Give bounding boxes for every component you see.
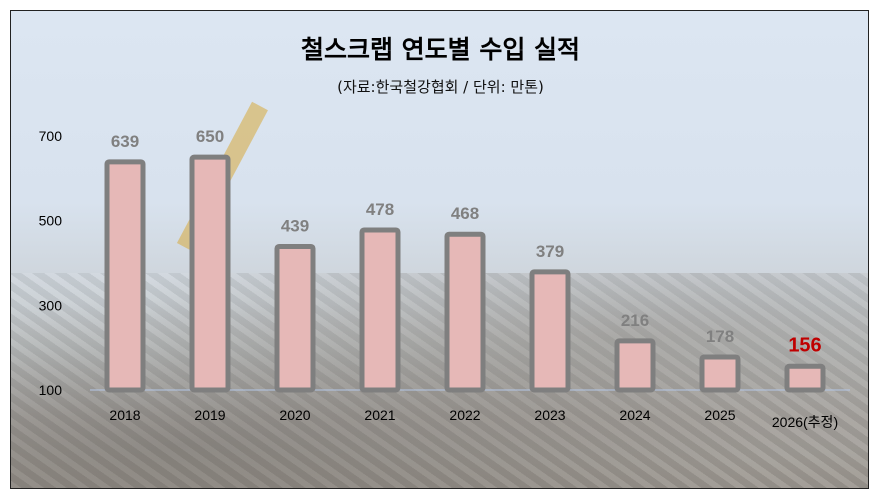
x-tick-label: 2024 [619, 407, 650, 423]
data-label: 468 [451, 204, 479, 223]
data-label: 156 [788, 334, 821, 356]
x-tick-label: 2019 [194, 407, 225, 423]
data-label: 178 [706, 327, 734, 346]
bar-2021 [359, 227, 401, 393]
y-tick-label: 700 [39, 128, 63, 144]
y-tick-label: 300 [39, 297, 63, 313]
data-label: 478 [366, 200, 394, 219]
data-label: 379 [536, 242, 564, 261]
bar-2018 [104, 159, 146, 393]
chart-frame [10, 10, 869, 489]
x-tick-label: 2021 [364, 407, 395, 423]
bar-2023 [529, 269, 571, 393]
bar-2024 [614, 338, 656, 393]
y-tick-label: 100 [39, 382, 63, 398]
x-tick-label: 2022 [449, 407, 480, 423]
chart-subtitle: (자료:한국철강협회 / 단위: 만톤) [337, 78, 544, 96]
bar-2019 [189, 154, 231, 393]
x-tick-label: 2018 [109, 407, 140, 423]
bar-2026(추정) [784, 363, 826, 393]
x-tick-label: 2023 [534, 407, 565, 423]
bar-2022 [444, 231, 486, 393]
x-tick-label: 2020 [279, 407, 310, 423]
bar-2020 [274, 243, 316, 393]
data-label: 216 [621, 311, 649, 330]
bar-2025 [699, 354, 741, 393]
x-tick-label: 2026(추정) [772, 414, 838, 430]
x-tick-label: 2025 [704, 407, 735, 423]
data-label: 650 [196, 127, 224, 146]
data-label: 639 [111, 132, 139, 151]
chart-title: 철스크랩 연도별 수입 실적 [300, 35, 581, 64]
data-label: 439 [281, 216, 309, 235]
y-tick-label: 500 [39, 213, 63, 229]
